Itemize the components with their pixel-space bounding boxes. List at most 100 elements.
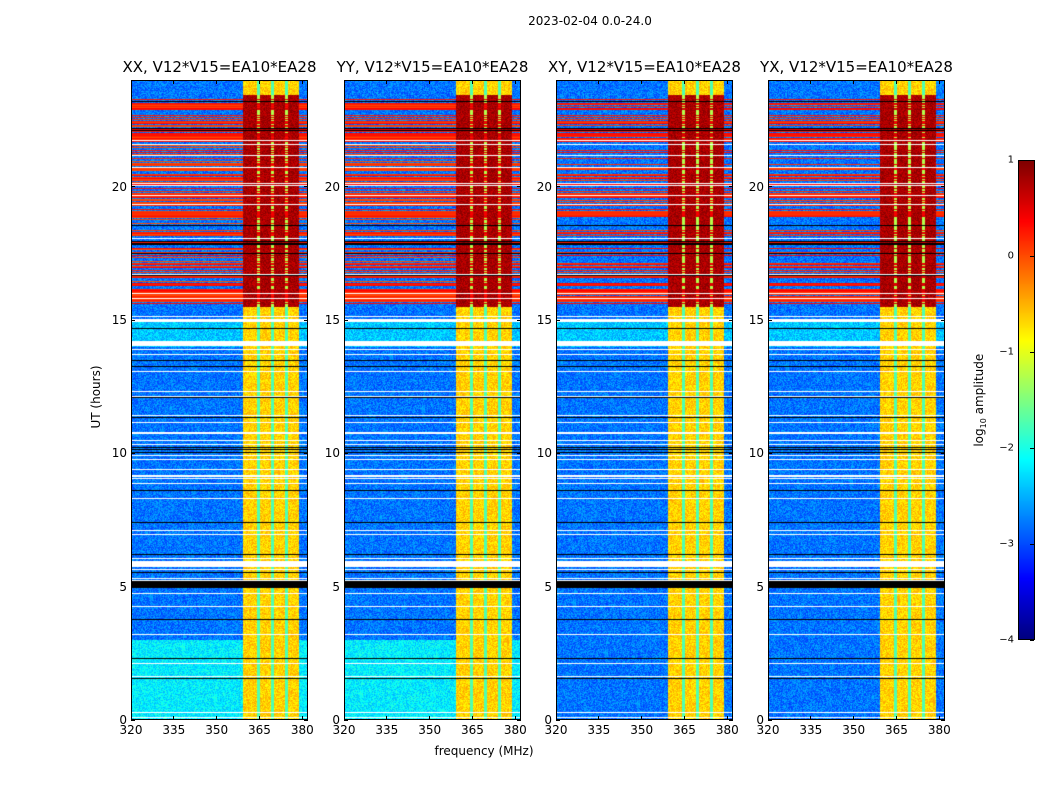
y-tick-label: 15 [111,313,127,327]
waterfall-plot [768,80,945,720]
y-axis-label: UT (hours) [89,365,103,429]
colorbar-tick-label: −2 [999,442,1014,454]
x-tick-mark [130,80,132,84]
y-tick-label: 20 [748,179,764,194]
y-tick-mark [304,452,308,454]
x-tick-mark [130,716,132,720]
x-tick-label: 380 [927,723,951,737]
y-tick-mark [131,586,135,588]
y-tick-mark [768,319,772,321]
x-tick-mark [514,716,516,720]
y-tick-mark [517,452,521,454]
y-tick-label: 0 [756,713,764,727]
heatmap-canvas [345,81,520,719]
colorbar-tick-mark [1030,447,1034,449]
panel-yy: YY, V12*V15=EA10*EA28 0 5 10 15 20 320 335 350 3… [325,58,529,737]
colorbar-tick-mark [1030,159,1034,161]
y-tick-mark [556,719,560,721]
y-tick-mark [941,586,945,588]
x-tick-label: 365 [885,723,908,737]
x-tick-mark [938,716,940,720]
x-tick-label: 365 [673,723,696,737]
colorbar-tick-mark [1030,351,1034,353]
y-tick-label: 10 [324,446,340,461]
x-tick-mark [641,716,643,720]
y-tick-label: 20 [536,179,552,194]
x-tick-mark [216,716,218,720]
x-tick-mark [514,80,516,84]
x-tick-label: 320 [119,723,143,737]
y-tick-mark [768,719,772,721]
colorbar-label: log10 amplitude [972,350,988,450]
x-tick-mark [301,80,303,84]
y-tick-mark [768,586,772,588]
x-tick-label: 380 [715,723,739,737]
y-tick-mark [556,586,560,588]
x-tick-mark [938,80,940,84]
x-tick-mark [429,716,431,720]
y-tick-label: 0 [544,713,552,727]
y-tick-mark [729,452,733,454]
colorbar-tick-mark [1030,639,1034,641]
x-tick-mark [258,716,260,720]
y-tick-mark [344,719,348,721]
panel-xx: XX, V12*V15=EA10*EA28 0 5 10 15 20 320 335 350 3… [112,58,317,737]
colorbar-label-suffix: amplitude [971,353,986,419]
x-tick-mark [301,716,303,720]
y-tick-mark [131,719,135,721]
heatmap-canvas [132,81,307,719]
x-tick-label: 320 [544,723,568,737]
x-tick-mark [853,716,855,720]
y-tick-mark [556,452,560,454]
x-tick-mark [726,80,728,84]
x-tick-mark [429,80,431,84]
x-tick-mark [767,80,769,84]
colorbar-tick-mark [1030,255,1034,257]
colorbar-tick-label: 0 [1007,250,1014,262]
x-tick-mark [683,716,685,720]
y-tick-mark [729,186,733,188]
y-tick-label: 10 [748,446,764,461]
x-tick-label: 335 [799,723,823,737]
x-tick-label: 350 [205,723,229,737]
y-tick-label: 15 [748,313,764,327]
x-tick-mark [810,80,812,84]
x-tick-mark [598,716,600,720]
y-tick-mark [131,319,135,321]
y-tick-label: 10 [536,446,552,461]
x-axis-label: frequency (MHz) [434,744,534,758]
y-tick-mark [131,186,135,188]
y-tick-label: 20 [324,179,340,194]
y-tick-mark [768,452,772,454]
colorbar-tick-label: 1 [1007,154,1014,166]
x-tick-label: 350 [630,723,654,737]
x-tick-mark [598,80,600,84]
y-tick-label: 20 [111,179,127,194]
heatmap-canvas [769,81,944,719]
x-tick-mark [386,716,388,720]
y-tick-mark [941,319,945,321]
panel-title: YX, V12*V15=EA10*EA28 [760,58,953,76]
x-tick-label: 350 [418,723,442,737]
y-tick-mark [344,319,348,321]
y-tick-label: 5 [119,579,127,594]
y-tick-mark [941,719,945,721]
y-tick-mark [344,186,348,188]
y-tick-label: 0 [332,713,340,727]
x-tick-label: 365 [461,723,484,737]
x-tick-mark [853,80,855,84]
y-tick-label: 10 [111,446,127,461]
panel-yx: YX, V12*V15=EA10*EA28 0 5 10 15 20 320 335 350 3… [749,58,953,737]
y-tick-mark [344,452,348,454]
colorbar-label-sub: 10 [979,418,989,429]
x-tick-label: 365 [248,723,271,737]
x-tick-label: 380 [290,723,314,737]
x-tick-mark [173,80,175,84]
x-tick-mark [343,80,345,84]
colorbar-gradient [1019,161,1034,639]
x-tick-label: 335 [587,723,611,737]
panel-xy: XY, V12*V15=EA10*EA28 0 5 10 15 20 320 335 350 3… [537,58,741,737]
x-tick-label: 335 [375,723,399,737]
y-tick-mark [556,319,560,321]
y-tick-label: 15 [324,313,340,327]
